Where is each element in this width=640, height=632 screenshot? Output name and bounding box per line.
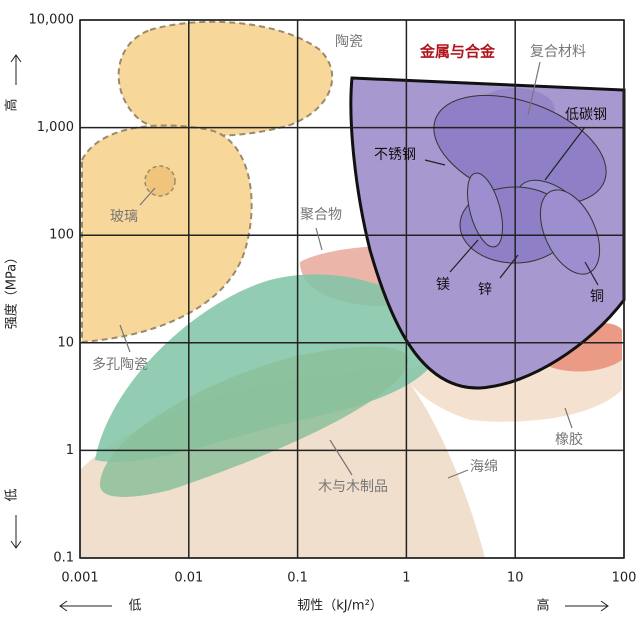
- wood-region: [100, 346, 409, 497]
- region-label: 锌: [478, 282, 492, 298]
- x-high: 高: [536, 598, 549, 614]
- arrow: [10, 54, 22, 85]
- region-label: 陶瓷: [335, 34, 363, 50]
- y-tick-label: 1,000: [37, 120, 74, 135]
- x-axis-label: 韧性（kJ/m²）: [297, 599, 383, 614]
- region-label: 镁: [436, 277, 450, 293]
- x-tick-label: 0.1: [287, 571, 308, 586]
- region-label: 金属与合金: [419, 43, 496, 61]
- region-label: 海绵: [470, 458, 498, 475]
- region-label: 铜: [590, 289, 604, 305]
- region-label: 多孔陶瓷: [92, 356, 148, 373]
- x-tick-label: 0.001: [61, 571, 98, 586]
- y-tick-label: 0.1: [53, 551, 74, 566]
- region-label: 玻璃: [110, 208, 138, 225]
- regions: [80, 20, 626, 558]
- region-label: 不锈钢: [374, 147, 416, 163]
- y-high: 高: [4, 98, 20, 111]
- y-tick-label: 10,000: [29, 13, 75, 28]
- x-tick-label: 1: [402, 571, 410, 586]
- glass-region: [144, 165, 176, 197]
- region-labels: 陶瓷 金属与合金 复合材料 低碳钢 不锈钢 玻璃 聚合物 镁 锌 铜 多孔陶瓷 …: [92, 34, 607, 495]
- y-tick-label: 1: [66, 443, 74, 458]
- y-tick-label: 100: [49, 228, 74, 243]
- x-tick-label: 0.01: [174, 571, 203, 586]
- y-axis-label: 强度（MPa）: [4, 251, 20, 329]
- region-label: 低碳钢: [565, 107, 607, 123]
- x-tick-label: 100: [612, 571, 637, 586]
- porous-region: [81, 124, 253, 344]
- ceramic-region: [117, 20, 334, 137]
- arrow: [59, 600, 112, 612]
- region-label: 木与木制品: [318, 479, 388, 495]
- x-low: 低: [128, 599, 141, 614]
- y-tick-label: 10: [57, 335, 74, 350]
- y-low: 低: [5, 488, 20, 501]
- region-label: 橡胶: [555, 431, 583, 448]
- arrow: [565, 600, 609, 612]
- arrow: [10, 515, 22, 549]
- region-label: 聚合物: [300, 207, 342, 223]
- plot-frame: [79, 19, 625, 559]
- mg-region: [466, 172, 504, 248]
- region-label: 复合材料: [530, 43, 586, 60]
- cu-region: [539, 189, 601, 275]
- x-tick-label: 10: [507, 571, 524, 586]
